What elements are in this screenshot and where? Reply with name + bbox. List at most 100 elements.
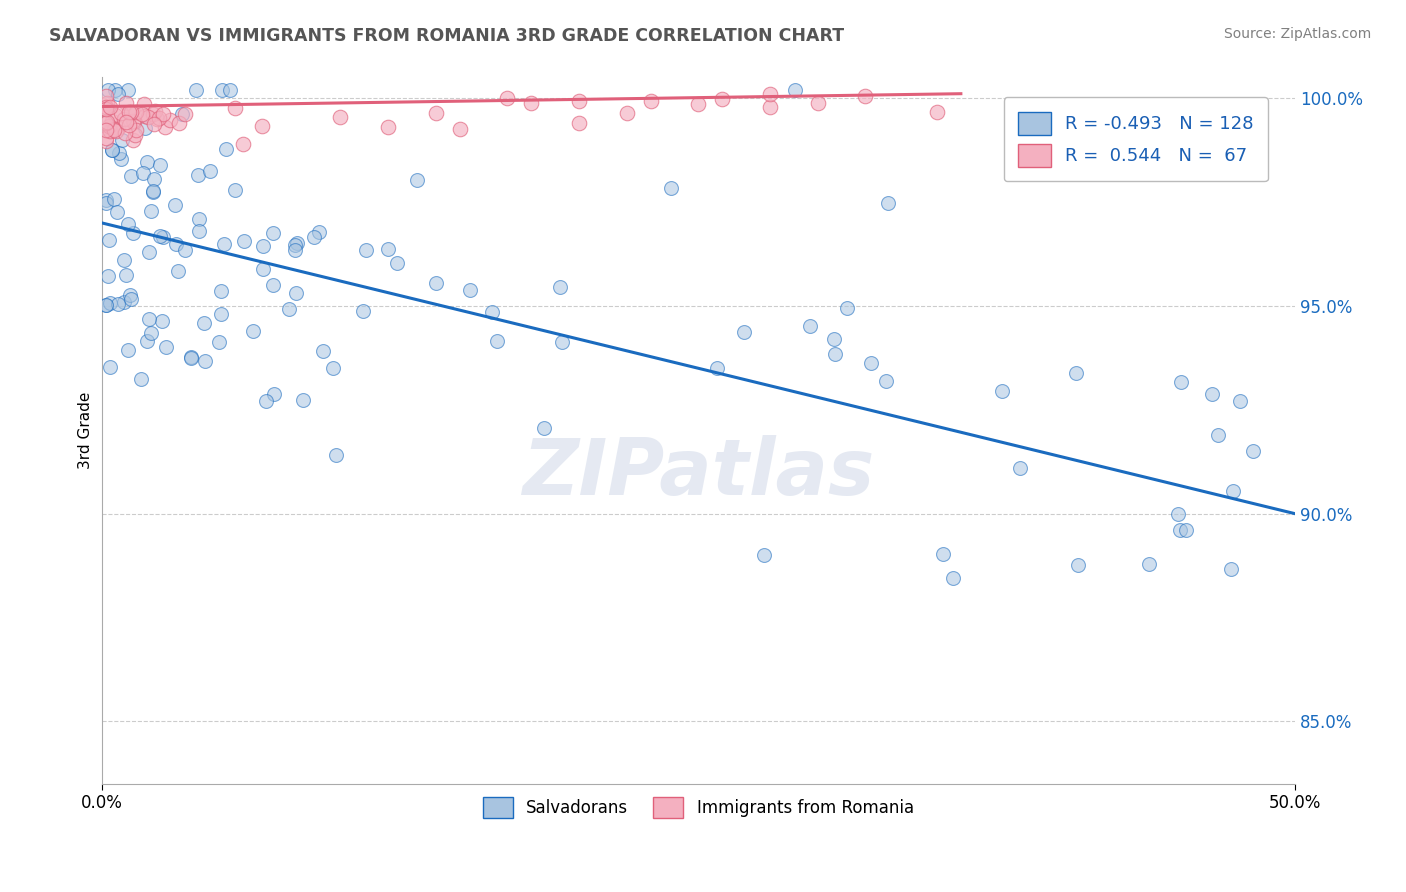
Point	[533, 421, 555, 435]
Point	[759, 100, 782, 114]
Point	[114, 126, 136, 140]
Point	[112, 252, 135, 267]
Point	[688, 96, 710, 111]
Point	[198, 164, 221, 178]
Point	[169, 116, 191, 130]
Point	[1219, 562, 1241, 576]
Point	[405, 173, 427, 187]
Point	[1175, 524, 1198, 538]
Text: ZIPatlas: ZIPatlas	[522, 435, 875, 511]
Point	[118, 105, 141, 120]
Point	[1201, 387, 1223, 401]
Point	[159, 112, 181, 127]
Point	[136, 154, 159, 169]
Point	[211, 83, 233, 97]
Point	[233, 234, 256, 248]
Point	[120, 292, 142, 306]
Point	[208, 335, 231, 350]
Point	[150, 313, 173, 327]
Point	[115, 268, 138, 282]
Point	[117, 343, 139, 357]
Point	[145, 104, 167, 119]
Point	[1067, 558, 1090, 573]
Point	[131, 107, 153, 121]
Point	[875, 374, 897, 388]
Point	[752, 548, 775, 562]
Legend: Salvadorans, Immigrants from Romania: Salvadorans, Immigrants from Romania	[477, 790, 921, 825]
Point	[250, 120, 273, 134]
Point	[322, 361, 344, 376]
Point	[96, 114, 118, 128]
Point	[287, 236, 309, 251]
Point	[155, 341, 177, 355]
Point	[96, 298, 118, 312]
Point	[387, 256, 409, 270]
Point	[425, 106, 447, 120]
Point	[112, 294, 135, 309]
Point	[278, 302, 301, 317]
Point	[138, 245, 160, 260]
Point	[1170, 375, 1192, 389]
Point	[121, 114, 143, 128]
Point	[132, 97, 155, 112]
Point	[1167, 507, 1189, 521]
Point	[458, 283, 481, 297]
Point	[96, 298, 118, 312]
Point	[107, 145, 129, 160]
Point	[146, 112, 169, 127]
Point	[134, 109, 156, 123]
Point	[485, 334, 508, 348]
Point	[98, 124, 121, 138]
Point	[180, 351, 202, 366]
Point	[425, 276, 447, 290]
Point	[252, 239, 274, 253]
Point	[96, 100, 118, 114]
Point	[377, 243, 399, 257]
Point	[96, 194, 118, 208]
Point	[449, 122, 471, 136]
Point	[783, 83, 806, 97]
Point	[215, 142, 238, 156]
Point	[568, 116, 591, 130]
Point	[325, 449, 347, 463]
Point	[354, 244, 377, 258]
Point	[165, 237, 187, 252]
Point	[254, 394, 277, 409]
Point	[312, 344, 335, 359]
Point	[153, 120, 176, 134]
Point	[1137, 557, 1160, 571]
Point	[117, 83, 139, 97]
Point	[1229, 394, 1251, 409]
Point	[115, 95, 138, 110]
Point	[138, 311, 160, 326]
Point	[120, 105, 142, 120]
Point	[125, 105, 148, 120]
Point	[242, 324, 264, 338]
Point	[143, 171, 166, 186]
Point	[824, 347, 846, 361]
Point	[640, 94, 662, 108]
Point	[496, 91, 519, 105]
Point	[194, 354, 217, 368]
Point	[616, 106, 638, 120]
Point	[96, 134, 118, 148]
Point	[98, 100, 121, 114]
Text: SALVADORAN VS IMMIGRANTS FROM ROMANIA 3RD GRADE CORRELATION CHART: SALVADORAN VS IMMIGRANTS FROM ROMANIA 3R…	[49, 27, 845, 45]
Point	[96, 116, 118, 130]
Point	[304, 230, 326, 244]
Point	[520, 96, 543, 111]
Point	[139, 204, 162, 219]
Point	[122, 133, 145, 147]
Point	[148, 111, 170, 125]
Point	[125, 122, 148, 136]
Point	[96, 89, 118, 103]
Point	[377, 120, 399, 134]
Point	[129, 372, 152, 386]
Point	[107, 87, 129, 101]
Point	[550, 334, 572, 349]
Point	[262, 227, 284, 241]
Point	[218, 83, 240, 97]
Point	[100, 143, 122, 157]
Point	[105, 205, 128, 219]
Point	[187, 168, 209, 182]
